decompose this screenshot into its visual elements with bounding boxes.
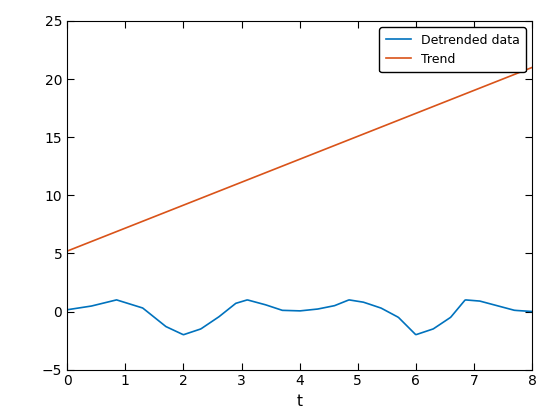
Trend [445,98,451,103]
Detrended data [447,315,454,320]
Detrended data [519,308,526,313]
Legend: Detrended data, Trend: Detrended data, Trend [379,27,526,72]
Trend [64,249,71,254]
Line: Detrended data: Detrended data [67,300,532,335]
Detrended data [180,332,187,337]
Detrended data [342,299,349,304]
Trend [284,161,291,166]
Trend [517,69,524,74]
Detrended data [64,307,71,312]
Trend [340,139,347,144]
Line: Trend: Trend [67,68,532,251]
Trend [315,149,322,154]
Trend [287,160,294,165]
Detrended data [317,306,324,311]
X-axis label: t: t [297,394,302,409]
Detrended data [113,297,120,302]
Detrended data [290,308,296,313]
Detrended data [529,309,535,314]
Trend [529,65,535,70]
Detrended data [287,308,293,313]
